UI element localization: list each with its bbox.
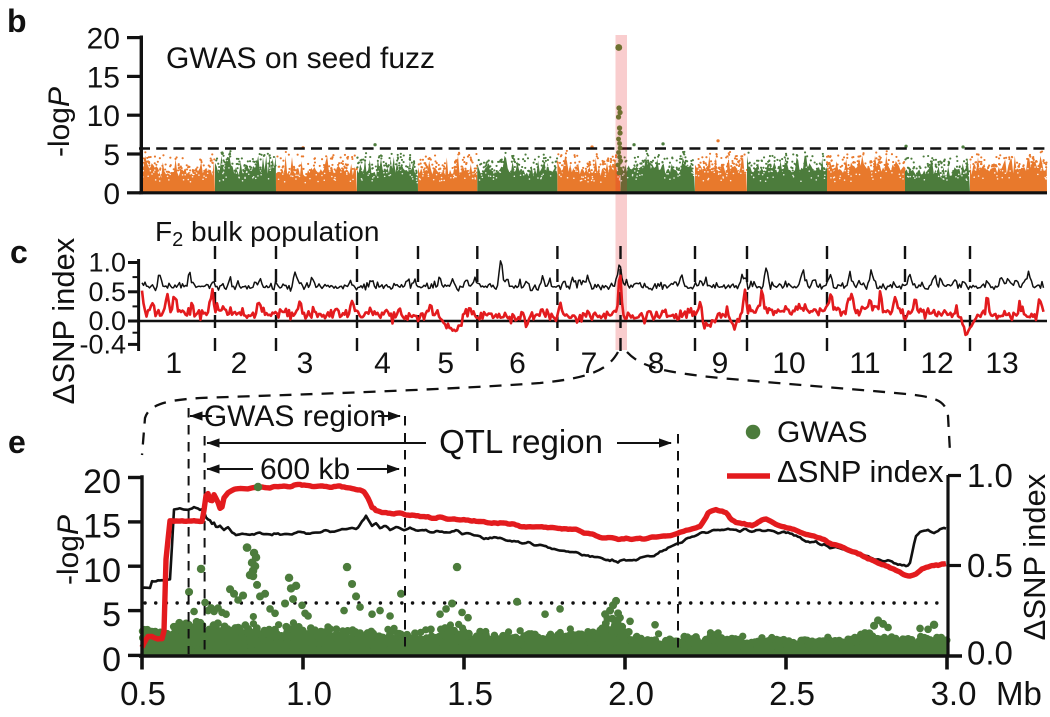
svg-text:8: 8	[648, 347, 665, 380]
svg-text:3: 3	[297, 347, 314, 380]
svg-text:-logP: -logP	[43, 87, 76, 157]
svg-text:GWAS region: GWAS region	[204, 400, 386, 433]
svg-text:1.0: 1.0	[286, 675, 332, 712]
svg-text:5: 5	[103, 139, 120, 172]
svg-text:0.0: 0.0	[88, 306, 126, 336]
svg-text:b: b	[7, 3, 27, 39]
svg-text:ΔSNP index: ΔSNP index	[1017, 473, 1050, 640]
svg-text:600 kb: 600 kb	[260, 453, 350, 486]
svg-text:13: 13	[985, 347, 1018, 380]
svg-text:20: 20	[83, 463, 121, 501]
svg-text:1.5: 1.5	[447, 675, 493, 712]
svg-text:1.0: 1.0	[88, 248, 126, 278]
svg-text:0.0: 0.0	[967, 634, 1013, 671]
svg-text:ΔSNP index: ΔSNP index	[46, 237, 81, 404]
svg-text:0: 0	[103, 178, 120, 211]
svg-text:5: 5	[102, 596, 121, 634]
svg-text:12: 12	[920, 347, 953, 380]
svg-text:-logP: -logP	[52, 515, 85, 585]
svg-text:Mb: Mb	[996, 675, 1042, 712]
svg-text:15: 15	[83, 507, 121, 545]
svg-text:0.5: 0.5	[88, 277, 126, 307]
svg-text:F2 bulk population: F2 bulk population	[155, 216, 379, 251]
svg-text:GWAS: GWAS	[777, 416, 868, 449]
svg-text:9: 9	[712, 347, 729, 380]
svg-text:1: 1	[165, 347, 182, 380]
svg-text:ΔSNP index: ΔSNP index	[777, 454, 944, 489]
svg-text:e: e	[8, 424, 26, 460]
svg-text:2.5: 2.5	[769, 675, 815, 712]
svg-text:15: 15	[87, 61, 120, 94]
svg-text:0.5: 0.5	[120, 675, 166, 712]
svg-text:2: 2	[231, 347, 248, 380]
svg-text:10: 10	[83, 552, 121, 590]
svg-text:0: 0	[102, 641, 121, 679]
svg-text:GWAS on seed fuzz: GWAS on seed fuzz	[166, 42, 435, 75]
svg-text:QTL region: QTL region	[439, 423, 603, 460]
svg-text:6: 6	[509, 347, 526, 380]
svg-text:3.0: 3.0	[931, 675, 977, 712]
svg-text:0.5: 0.5	[967, 547, 1013, 584]
svg-text:1.0: 1.0	[967, 457, 1013, 494]
svg-text:10: 10	[87, 100, 120, 133]
svg-text:4: 4	[374, 347, 391, 380]
svg-text:5: 5	[437, 347, 454, 380]
svg-text:10: 10	[772, 347, 805, 380]
svg-text:c: c	[10, 234, 28, 270]
svg-text:2.0: 2.0	[608, 675, 654, 712]
svg-text:-0.4: -0.4	[79, 329, 126, 359]
svg-text:11: 11	[849, 347, 880, 380]
svg-text:20: 20	[87, 23, 120, 56]
